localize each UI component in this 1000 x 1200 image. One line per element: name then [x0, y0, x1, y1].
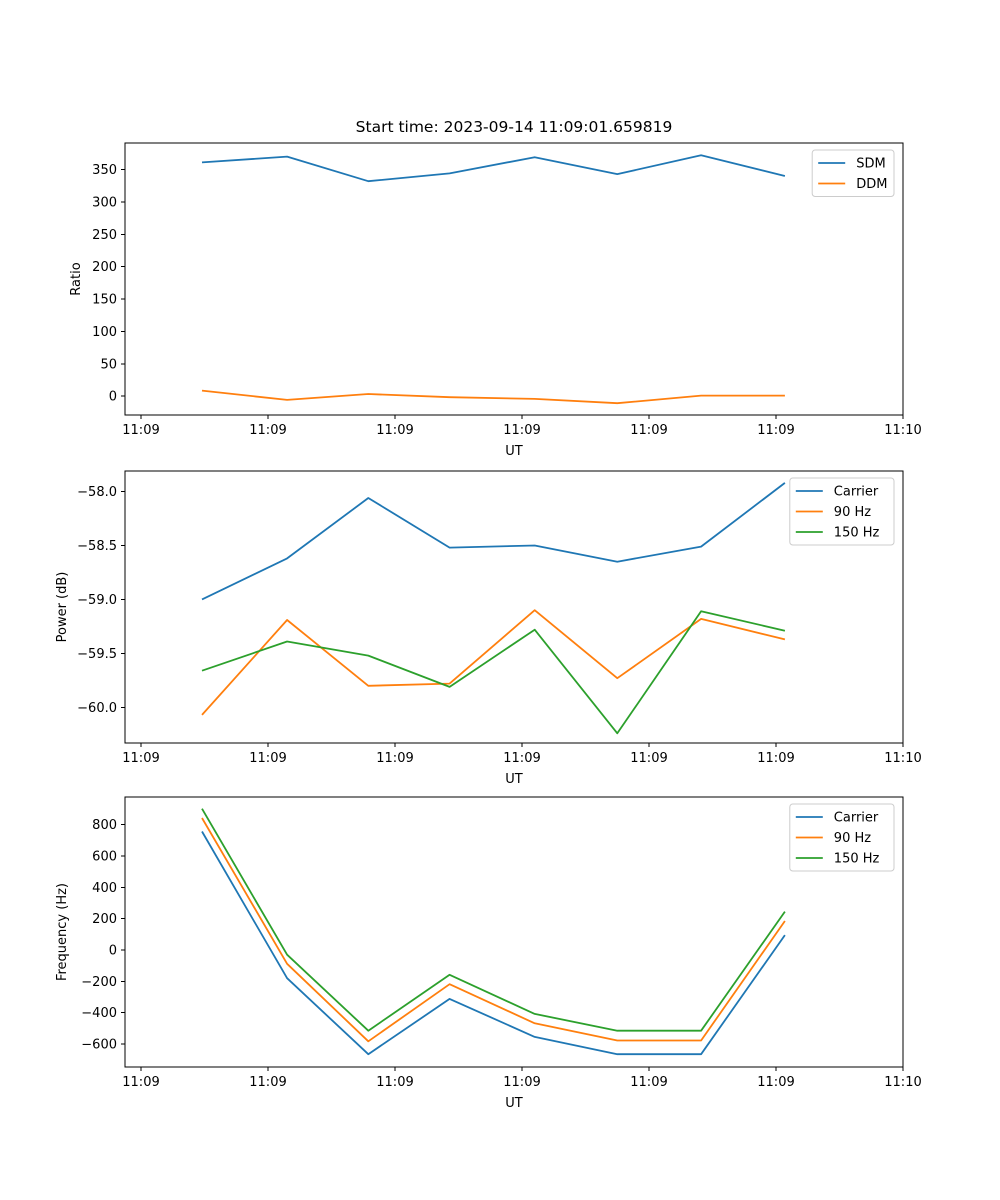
legend-label-150-hz: 150 Hz: [834, 526, 880, 541]
y-tick-label: 0: [109, 944, 117, 959]
series-line-90-hz: [201, 609, 786, 716]
y-tick-label: 350: [92, 163, 117, 178]
x-axis-label: UT: [505, 772, 523, 787]
series-line-90-hz: [201, 817, 786, 1043]
y-tick-label: −400: [81, 1006, 117, 1021]
chart-ratio: 11:09 11:09 11:09 11:09 11:09 11:09 11:10 0 50 10…: [69, 142, 922, 459]
x-tick-label: 11:09: [122, 751, 159, 766]
x-tick-label: 11:09: [249, 751, 286, 766]
y-tick-label: 150: [92, 293, 117, 308]
x-axis-label: UT: [505, 1096, 523, 1111]
y-tick-label: −59.5: [77, 647, 117, 662]
y-tick-label: −58.0: [77, 485, 117, 500]
x-tick-label: 11:09: [757, 423, 794, 438]
legend-label-150-hz: 150 Hz: [834, 852, 880, 867]
y-tick-label: −58.5: [77, 539, 117, 554]
series-line-sdm: [201, 154, 786, 183]
series-line-carrier: [201, 831, 786, 1056]
chart-power: 11:09 11:09 11:09 11:09 11:09 11:09 11:10 −58.0…: [55, 470, 922, 787]
legend-label-sdm: SDM: [856, 157, 885, 172]
y-tick-label: −59.0: [77, 593, 117, 608]
x-tick-label: 11:10: [884, 751, 921, 766]
legend: SDM DDM: [811, 149, 895, 197]
x-tick-label: 11:09: [122, 1075, 159, 1090]
x-axis-label: UT: [505, 444, 523, 459]
y-axis-label: Frequency (Hz): [55, 883, 70, 981]
figure-title: Start time: 2023-09-14 11:09:01.659819: [356, 118, 673, 136]
y-tick-label: 200: [92, 260, 117, 275]
y-tick-label: −600: [81, 1037, 117, 1052]
x-tick-label: 11:09: [503, 1075, 540, 1090]
legend-label-carrier: Carrier: [834, 485, 879, 500]
x-tick-label: 11:10: [884, 423, 921, 438]
y-tick-label: 0: [109, 390, 117, 405]
legend-label-carrier: Carrier: [834, 811, 879, 826]
legend-label-90-hz: 90 Hz: [834, 831, 871, 846]
y-tick-label: 200: [92, 912, 117, 927]
x-tick-label: 11:10: [884, 1075, 921, 1090]
y-tick-label: 600: [92, 850, 117, 865]
legend-box: [811, 149, 895, 197]
x-tick-label: 11:09: [757, 1075, 794, 1090]
y-tick-label: 250: [92, 228, 117, 243]
y-tick-label: 50: [100, 357, 117, 372]
axes-frame: [124, 470, 904, 744]
x-tick-label: 11:09: [376, 751, 413, 766]
x-tick-label: 11:09: [122, 423, 159, 438]
chart-frequency: 11:09 11:09 11:09 11:09 11:09 11:09 11:10 800 60…: [55, 796, 922, 1111]
series-line-150-hz: [201, 808, 786, 1032]
y-tick-label: −60.0: [77, 701, 117, 716]
y-tick-label: 300: [92, 195, 117, 210]
legend: Carrier 90 Hz 150 Hz: [789, 803, 895, 872]
legend-label-ddm: DDM: [856, 177, 887, 192]
x-tick-label: 11:09: [503, 423, 540, 438]
y-axis-label: Power (dB): [55, 572, 70, 643]
x-tick-label: 11:09: [376, 423, 413, 438]
x-tick-label: 11:09: [249, 423, 286, 438]
series-line-carrier: [201, 482, 786, 601]
y-axis-label: Ratio: [69, 262, 84, 295]
x-tick-label: 11:09: [630, 423, 667, 438]
series-line-ddm: [201, 389, 785, 405]
y-tick-label: −200: [81, 975, 117, 990]
x-tick-label: 11:09: [376, 1075, 413, 1090]
series-line-150-hz: [201, 610, 786, 735]
x-tick-label: 11:09: [757, 751, 794, 766]
y-tick-label: 100: [92, 325, 117, 340]
legend-box: [789, 803, 895, 872]
x-tick-label: 11:09: [630, 1075, 667, 1090]
y-tick-label: 800: [92, 818, 117, 833]
legend: Carrier 90 Hz 150 Hz: [789, 477, 895, 546]
y-tick-label: 400: [92, 881, 117, 896]
axes-frame: [124, 796, 904, 1068]
x-tick-label: 11:09: [630, 751, 667, 766]
legend-label-90-hz: 90 Hz: [834, 505, 871, 520]
legend-box: [789, 477, 895, 546]
x-tick-label: 11:09: [503, 751, 540, 766]
axes-frame: [124, 142, 904, 416]
x-tick-label: 11:09: [249, 1075, 286, 1090]
